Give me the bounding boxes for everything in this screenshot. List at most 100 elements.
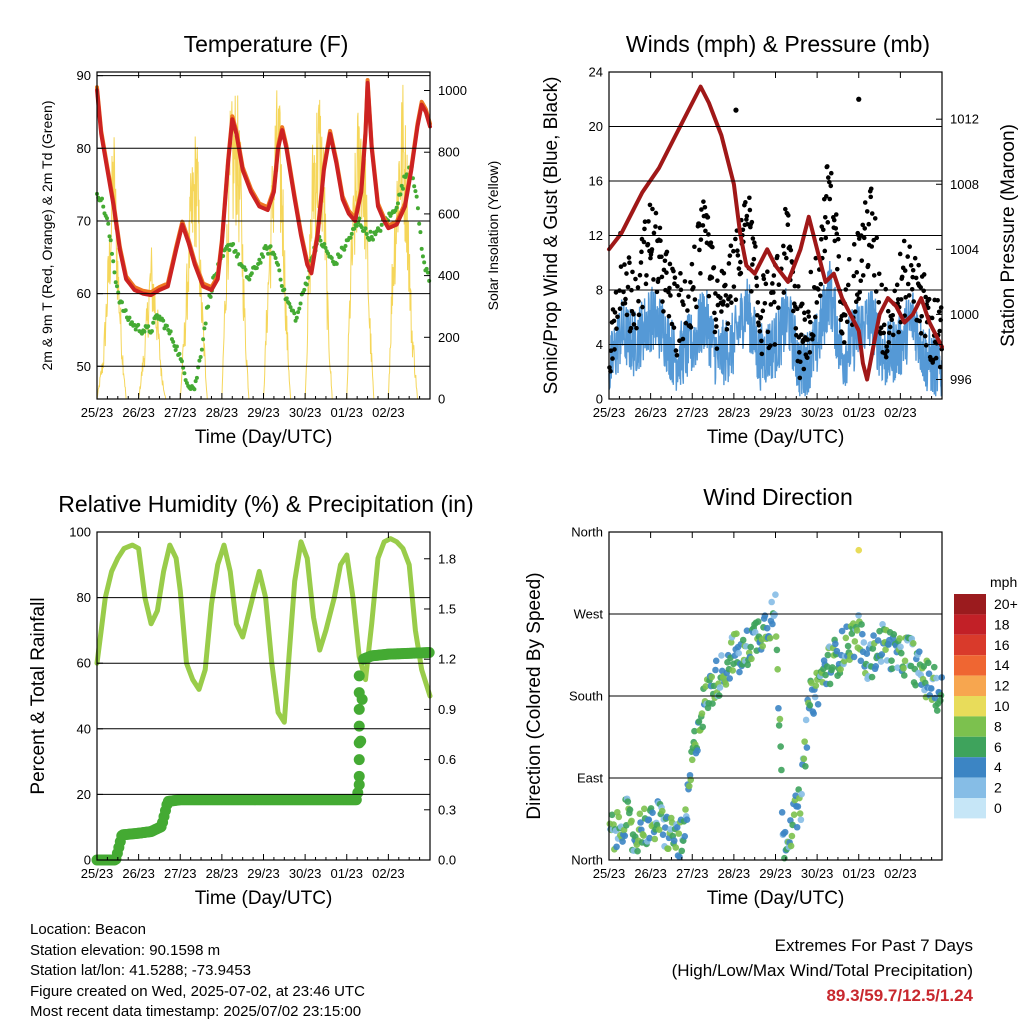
- gust-point: [765, 269, 770, 275]
- gust-point: [625, 284, 631, 290]
- gust-point: [664, 249, 670, 255]
- direction-point: [797, 816, 805, 824]
- gust-point: [688, 324, 694, 330]
- y-tick-label: 24: [589, 65, 603, 80]
- gust-point: [874, 235, 880, 241]
- gust-point: [770, 281, 775, 286]
- direction-point: [615, 813, 623, 821]
- gust-point: [776, 282, 782, 287]
- legend-label: 8: [994, 718, 1002, 734]
- gust-point: [812, 314, 818, 320]
- direction-point: [823, 663, 831, 670]
- gust-point: [713, 291, 718, 296]
- direction-point: [800, 755, 808, 763]
- x-tick-label: 25/23: [593, 405, 626, 420]
- gust-point: [884, 348, 890, 354]
- y-tick-label: South: [569, 689, 603, 704]
- dewpoint-point: [182, 371, 187, 376]
- gust-point: [709, 275, 715, 280]
- dewpoint-point: [318, 238, 323, 243]
- dewpoint-point: [206, 304, 211, 309]
- dewpoint-point: [109, 251, 114, 256]
- y2-tick-label: 0.6: [438, 752, 456, 767]
- direction-point: [763, 624, 771, 632]
- direction-point: [664, 845, 672, 853]
- gust-point: [666, 313, 672, 319]
- gust-point: [701, 199, 706, 204]
- y2-tick-label: 800: [438, 145, 460, 160]
- gust-point: [822, 215, 828, 220]
- dewpoint-point: [99, 196, 104, 201]
- gust-point: [708, 240, 714, 245]
- x-tick-label: 02/23: [884, 405, 917, 420]
- gust-point: [705, 214, 711, 220]
- dewpoint-point: [415, 206, 420, 211]
- y2-tick-label: 1000: [438, 83, 467, 98]
- gust-point: [856, 96, 862, 102]
- dewpoint-point: [297, 306, 302, 311]
- gust-point: [617, 288, 622, 293]
- gust-point: [917, 318, 922, 324]
- dewpoint-point: [282, 287, 287, 292]
- x-tick-label: 27/23: [164, 866, 197, 881]
- gust-point: [618, 264, 624, 269]
- gust-point: [843, 287, 849, 292]
- precip-point: [423, 647, 435, 659]
- gust-point: [755, 312, 760, 318]
- dewpoint-point: [343, 244, 348, 249]
- x-axis-label: Time (Day/UTC): [195, 427, 333, 448]
- direction-point: [890, 631, 898, 638]
- precip-point: [353, 754, 365, 766]
- x-tick-label: 30/23: [289, 405, 322, 420]
- y-tick-label: 20: [589, 119, 603, 134]
- x-tick-label: 28/23: [718, 405, 751, 420]
- gust-point: [715, 278, 720, 283]
- direction-point: [624, 798, 632, 805]
- gust-point: [678, 271, 683, 276]
- gust-point: [936, 309, 942, 315]
- direction-point: [838, 627, 846, 635]
- gust-point: [750, 262, 755, 267]
- dewpoint-point: [197, 358, 202, 363]
- legend-label: 4: [994, 759, 1002, 775]
- direction-point: [678, 847, 686, 855]
- gust-point: [937, 364, 943, 370]
- direction-point: [826, 680, 834, 688]
- gust-point: [868, 194, 874, 200]
- direction-point: [855, 612, 862, 619]
- direction-point: [736, 668, 743, 676]
- dewpoint-point: [146, 324, 151, 329]
- y-tick-label: 12: [589, 228, 603, 243]
- temp-2m-line: [95, 80, 432, 298]
- gust-point: [689, 261, 695, 267]
- relative-humidity-line: [94, 536, 433, 725]
- direction-point: [874, 637, 882, 644]
- gust-point: [909, 286, 915, 292]
- y-tick-label: North: [571, 525, 603, 540]
- gust-point: [648, 255, 653, 261]
- gust-point: [692, 297, 698, 302]
- x-tick-label: 27/23: [676, 405, 709, 420]
- dewpoint-point: [368, 229, 373, 234]
- dewpoint-point: [119, 300, 124, 305]
- gust-point: [913, 275, 919, 281]
- gust-point: [641, 239, 647, 245]
- y-tick-label: 60: [77, 656, 91, 671]
- legend-label: 14: [994, 657, 1010, 673]
- direction-point: [870, 632, 877, 639]
- dewpoint-point: [161, 318, 166, 323]
- gust-point: [813, 255, 819, 261]
- direction-point: [722, 681, 730, 688]
- station-info: Location: Beacon Station elevation: 90.1…: [30, 920, 365, 1023]
- dewpoint-point: [151, 320, 156, 325]
- direction-point: [727, 639, 735, 646]
- direction-point: [930, 663, 938, 671]
- precip-point: [353, 687, 365, 699]
- dewpoint-point: [113, 280, 118, 285]
- dewpoint-point: [288, 305, 293, 310]
- speed-legend: [954, 594, 986, 819]
- gust-point: [635, 285, 641, 290]
- gust-point: [796, 284, 801, 289]
- legend-label: 2: [994, 780, 1002, 796]
